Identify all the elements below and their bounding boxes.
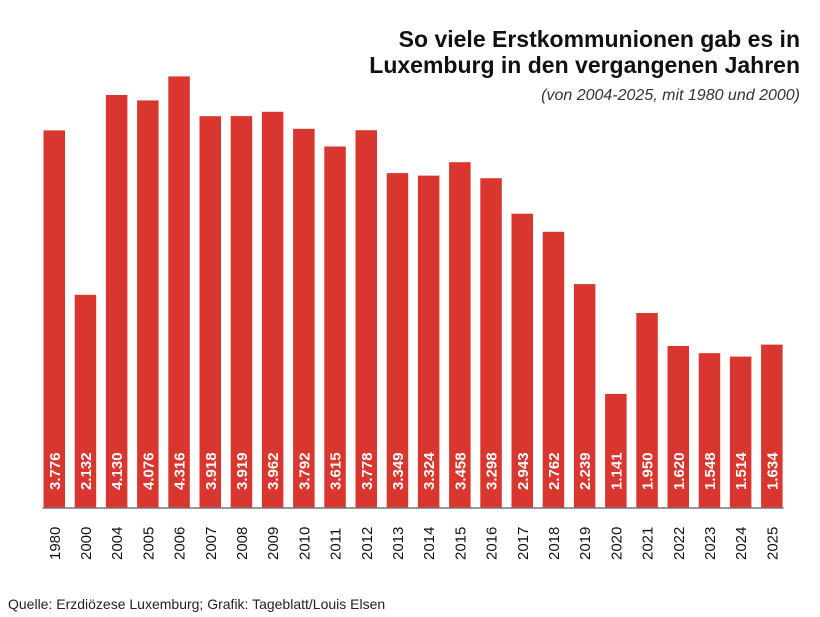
x-tick-label: 2025 (764, 527, 781, 560)
bar (74, 294, 97, 508)
data-label: 3.792 (296, 452, 313, 490)
x-tick-label: 2018 (546, 527, 563, 560)
data-label: 2.239 (577, 452, 594, 490)
bar (293, 128, 315, 509)
bar (605, 393, 627, 508)
x-tick-label: 2000 (78, 527, 95, 560)
bar (386, 173, 409, 508)
bar (168, 76, 190, 509)
x-tick-label: 2020 (608, 527, 625, 560)
bar (729, 356, 752, 508)
data-label: 1.514 (733, 452, 750, 490)
data-label: 3.615 (328, 452, 345, 490)
bar (761, 344, 783, 508)
data-label: 3.919 (234, 452, 251, 490)
x-tick-label: 2023 (702, 527, 719, 560)
chart-title: So viele Erstkommunionen gab es in Luxem… (369, 26, 800, 78)
x-tick-label: 2006 (172, 527, 189, 560)
x-tick-label: 2004 (109, 527, 126, 560)
bar (43, 130, 65, 508)
bar (230, 116, 253, 508)
bar (573, 284, 596, 508)
data-label: 1.548 (702, 452, 719, 490)
bar (449, 162, 471, 508)
x-tick-label: 2005 (140, 527, 157, 560)
data-label: 4.076 (140, 452, 157, 490)
bar (480, 178, 502, 508)
x-tick-label: 2012 (359, 527, 376, 560)
data-label: 3.778 (359, 452, 376, 490)
data-label: 3.776 (47, 452, 64, 490)
bar (511, 213, 533, 508)
data-label: 1.634 (764, 452, 781, 490)
data-label: 1.950 (640, 452, 657, 490)
bar (667, 346, 689, 508)
bar (105, 95, 128, 508)
x-tick-label: 2011 (328, 528, 345, 560)
bar (542, 231, 565, 509)
x-tick-label: 2019 (577, 527, 594, 560)
x-tick-label: 2008 (234, 527, 251, 560)
data-label: 3.458 (452, 452, 469, 490)
bar (199, 116, 221, 508)
x-tick-label: 2014 (421, 527, 438, 560)
x-tick-label: 2015 (452, 527, 469, 560)
bar (355, 130, 377, 508)
x-tick-label: 2021 (640, 527, 657, 560)
data-label: 3.918 (203, 452, 220, 490)
data-label: 3.298 (484, 452, 501, 490)
data-label: 2.943 (515, 452, 532, 490)
bar (698, 353, 721, 508)
x-tick-label: 2007 (203, 527, 220, 560)
data-label: 2.132 (78, 452, 95, 490)
x-tick-label: 2017 (515, 527, 532, 560)
bar (137, 100, 159, 509)
data-label: 1.620 (671, 452, 688, 490)
data-label: 4.316 (172, 452, 189, 490)
x-tick-label: 2016 (484, 527, 501, 560)
data-label: 2.762 (546, 452, 563, 490)
x-tick-label: 2009 (265, 527, 282, 560)
bar (417, 175, 440, 508)
source-note: Quelle: Erzdiözese Luxemburg; Grafik: Ta… (8, 596, 386, 612)
x-tick-label: 2024 (733, 527, 750, 560)
x-tick-label: 2010 (296, 527, 313, 560)
x-tick-label: 2022 (671, 527, 688, 560)
bar (636, 313, 658, 508)
x-tick-label: 2013 (390, 527, 407, 560)
data-label: 3.324 (421, 452, 438, 490)
bar (261, 111, 284, 509)
data-label: 3.349 (390, 452, 407, 490)
data-label: 4.130 (109, 452, 126, 490)
data-label: 3.962 (265, 452, 282, 490)
bar (324, 146, 346, 508)
chart-subtitle: (von 2004-2025, mit 1980 und 2000) (541, 87, 800, 104)
x-tick-label: 1980 (47, 527, 64, 560)
data-label: 1.141 (608, 452, 625, 490)
